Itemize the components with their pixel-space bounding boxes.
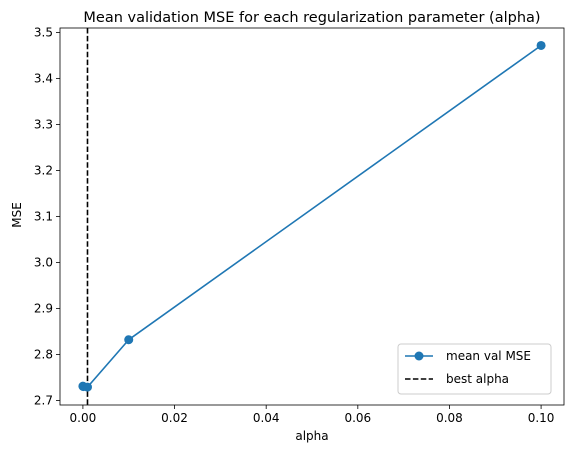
x-tick-label: 0.00 <box>70 411 97 425</box>
y-axis-ticks: 2.7 2.8 2.9 3.0 3.1 3.2 3.3 3.4 3.5 <box>34 26 60 407</box>
chart-title: Mean validation MSE for each regularizat… <box>83 10 540 26</box>
y-tick-label: 3.3 <box>34 118 53 132</box>
y-tick-label: 3.5 <box>34 26 53 40</box>
y-tick-label: 2.8 <box>34 347 53 361</box>
x-tick-label: 0.04 <box>253 411 280 425</box>
data-point <box>536 40 546 50</box>
data-point <box>124 335 134 345</box>
y-tick-label: 3.2 <box>34 164 53 178</box>
x-tick-label: 0.06 <box>344 411 371 425</box>
legend-label-mean-val-mse: mean val MSE <box>446 349 531 363</box>
axes-frame <box>59 27 565 406</box>
y-tick-label: 3.1 <box>34 210 53 224</box>
x-tick-label: 0.02 <box>161 411 188 425</box>
x-tick-label: 0.08 <box>436 411 463 425</box>
plot-content <box>78 28 546 405</box>
x-axis-label: alpha <box>295 429 328 443</box>
data-point <box>82 382 92 392</box>
legend-box <box>397 343 552 395</box>
x-tick-label: 0.10 <box>528 411 555 425</box>
y-tick-label: 3.0 <box>34 255 53 269</box>
x-axis-ticks: 0.00 0.02 0.04 0.06 0.08 0.10 <box>70 405 555 425</box>
y-axis-label: MSE <box>10 202 24 228</box>
legend-series-marker <box>414 351 424 361</box>
legend: mean val MSE best alpha <box>397 343 552 395</box>
y-tick-label: 2.9 <box>34 301 53 315</box>
y-tick-label: 2.7 <box>34 393 53 407</box>
y-tick-label: 3.4 <box>34 72 53 86</box>
legend-label-best-alpha: best alpha <box>446 372 509 386</box>
